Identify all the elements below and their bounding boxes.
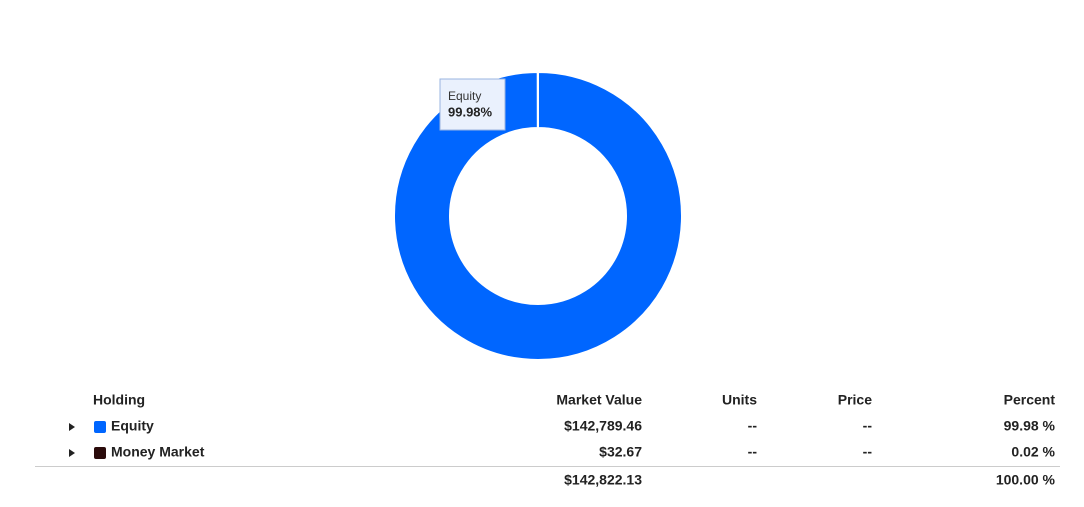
column-header[interactable]: Market Value: [556, 392, 642, 408]
total-percent: 100.00 %: [996, 472, 1056, 488]
table-cell: Equity: [111, 418, 154, 434]
total-market-value: $142,822.13: [564, 472, 642, 488]
tooltip-value: 99.98%: [448, 104, 493, 119]
table-cell: $32.67: [599, 444, 642, 460]
column-header[interactable]: Units: [722, 392, 757, 408]
table-cell: $142,789.46: [564, 418, 642, 434]
table-cell: --: [863, 418, 873, 434]
legend-swatch: [94, 447, 106, 459]
table-cell: --: [863, 444, 873, 460]
column-header[interactable]: Percent: [1004, 392, 1056, 408]
legend-swatch: [94, 421, 106, 433]
table-cell: --: [748, 418, 758, 434]
table-cell: 0.02 %: [1011, 444, 1055, 460]
table-cell: 99.98 %: [1004, 418, 1056, 434]
table-cell: Money Market: [111, 444, 205, 460]
table-cell: --: [748, 444, 758, 460]
column-header[interactable]: Holding: [93, 392, 145, 408]
expand-arrow[interactable]: [69, 449, 75, 457]
expand-arrow[interactable]: [69, 423, 75, 431]
tooltip-name: Equity: [448, 89, 481, 103]
column-header[interactable]: Price: [838, 392, 872, 408]
